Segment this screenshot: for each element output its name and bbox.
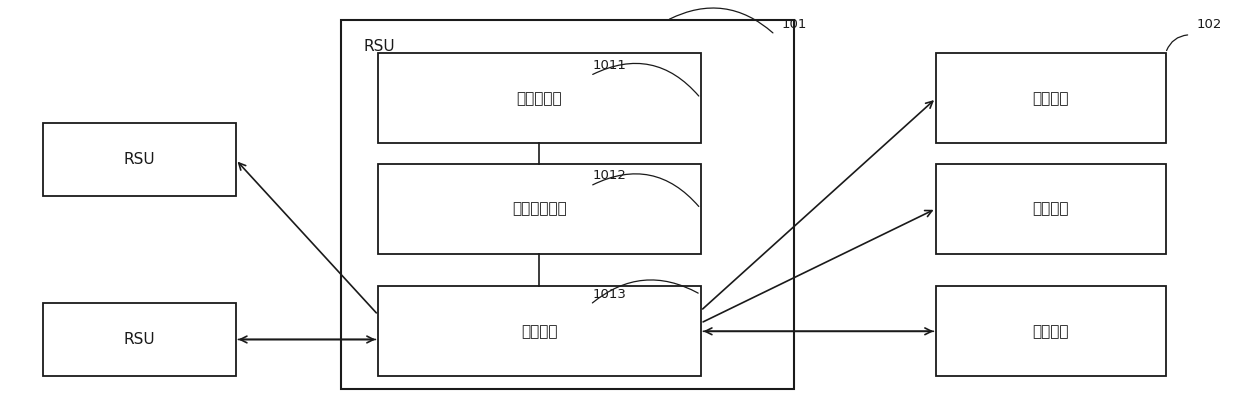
- Text: 终端设备: 终端设备: [1033, 324, 1069, 339]
- Text: 1013: 1013: [593, 288, 626, 301]
- Text: 终端设备: 终端设备: [1033, 91, 1069, 106]
- Text: 传感器模块: 传感器模块: [517, 91, 562, 106]
- Text: RSU: RSU: [124, 332, 155, 347]
- Bar: [43, 303, 236, 376]
- Bar: [378, 53, 701, 143]
- Bar: [936, 53, 1166, 143]
- Bar: [378, 164, 701, 254]
- Text: 101: 101: [781, 18, 806, 31]
- Text: 102: 102: [1197, 18, 1221, 31]
- Text: 数据处理模块: 数据处理模块: [512, 201, 567, 216]
- Text: RSU: RSU: [363, 39, 396, 54]
- Bar: [378, 286, 701, 376]
- Text: 通讯模块: 通讯模块: [521, 324, 558, 339]
- Text: RSU: RSU: [124, 152, 155, 167]
- Bar: [936, 164, 1166, 254]
- Text: 1012: 1012: [593, 169, 626, 182]
- Bar: [341, 20, 794, 389]
- Text: 1011: 1011: [593, 58, 626, 72]
- Bar: [936, 286, 1166, 376]
- Bar: [43, 123, 236, 196]
- Text: 终端设备: 终端设备: [1033, 201, 1069, 216]
